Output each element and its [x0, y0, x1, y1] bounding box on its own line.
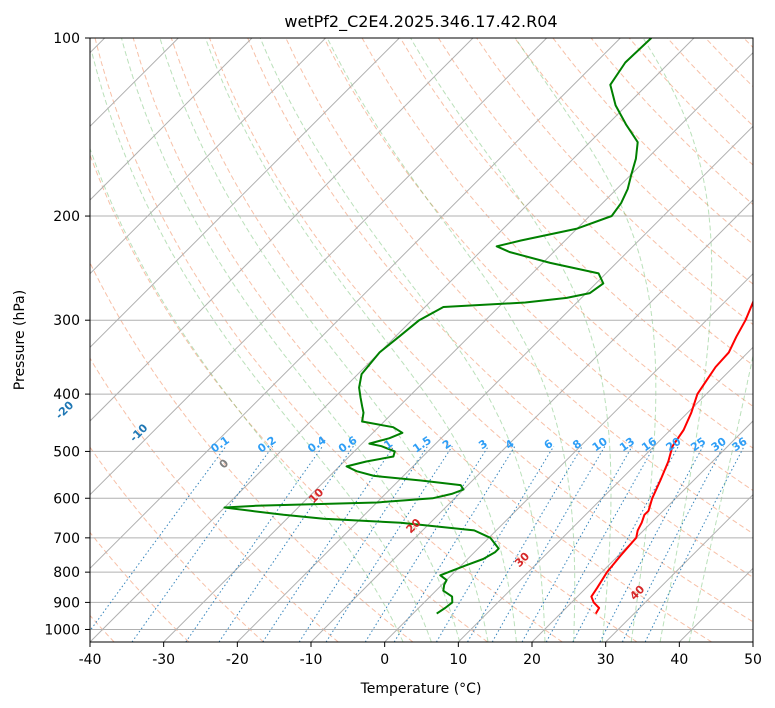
moist-adiabat — [688, 353, 753, 642]
mixing-ratio-line — [298, 445, 429, 642]
isotherm — [90, 38, 548, 496]
x-axis-label: Temperature (°C) — [360, 681, 482, 697]
isotherm — [90, 38, 695, 642]
moist-adiabat — [259, 38, 546, 642]
y-axis: 100 200 300 400 500 600 700 800 900 1000 — [44, 31, 90, 638]
mixing-ratio-line — [131, 445, 274, 642]
y-tick-label: 600 — [53, 491, 80, 507]
moist-adiabat — [514, 38, 657, 642]
y-tick-label: 700 — [53, 531, 80, 547]
isotherm — [90, 38, 400, 349]
plot-frame — [89, 37, 754, 643]
x-tick-label: -20 — [226, 652, 249, 668]
isotherm — [605, 493, 753, 642]
mixing-ratio-line — [185, 445, 324, 642]
x-tick-label: -40 — [79, 652, 102, 668]
moist-adiabat — [410, 38, 612, 642]
dry-adiabat — [94, 38, 563, 642]
mixing-ratio-line — [218, 445, 354, 642]
moist-adiabat — [642, 38, 713, 642]
dry-adiabat — [399, 38, 753, 408]
isotherm — [163, 51, 753, 642]
isotherm — [236, 125, 753, 642]
temperature-profile — [590, 299, 753, 615]
isotherm — [310, 199, 753, 642]
dry-adiabat — [90, 531, 190, 642]
y-axis-label: Pressure (hPa) — [12, 290, 28, 390]
dry-adiabat — [132, 38, 638, 642]
moist-adiabat — [91, 52, 432, 642]
background-lines — [90, 38, 753, 642]
x-tick-label: 50 — [744, 652, 762, 668]
dry-adiabat — [90, 153, 488, 642]
y-tick-label: 400 — [53, 387, 80, 403]
mixing-ratio-line — [621, 445, 724, 642]
mixing-ratio-line — [644, 445, 745, 642]
dry-adiabat — [323, 38, 753, 492]
x-axis: -40 -30 -20 -10 0 10 20 30 40 50 — [79, 642, 762, 668]
dry-adiabat — [90, 357, 339, 642]
dry-adiabat — [209, 38, 753, 623]
y-tick-label: 900 — [53, 595, 80, 611]
isotherm — [384, 272, 753, 642]
dry-adiabat — [514, 38, 753, 285]
isotherm — [90, 38, 327, 275]
x-tick-label: 0 — [380, 652, 389, 668]
isotherm — [90, 38, 253, 201]
mixing-ratio-line — [325, 445, 453, 642]
y-tick-label: 200 — [53, 209, 80, 225]
isotherm — [90, 38, 621, 570]
mixing-ratio-line — [393, 445, 516, 642]
x-tick-label: 10 — [449, 652, 467, 668]
y-tick-label: 500 — [53, 444, 80, 460]
x-tick-label: 20 — [523, 652, 541, 668]
moist-adiabat — [204, 38, 517, 642]
mixing-ratio-line — [262, 445, 395, 642]
chart-title: wetPf2_C2E4.2025.346.17.42.R04 — [284, 12, 557, 32]
moist-adiabat — [121, 38, 461, 642]
dry-adiabat — [437, 38, 753, 366]
y-tick-label: 300 — [53, 313, 80, 329]
moist-adiabat — [159, 38, 489, 642]
mixing-ratio-line — [435, 445, 555, 642]
dry-adiabat — [170, 38, 712, 642]
x-tick-label: 40 — [670, 652, 688, 668]
dewpoint-profile — [223, 38, 652, 615]
dry-adiabat — [247, 38, 753, 578]
x-tick-label: 30 — [597, 652, 615, 668]
mixing-ratio-line — [521, 445, 633, 642]
y-tick-label: 100 — [53, 31, 80, 47]
x-tick-label: -30 — [152, 652, 175, 668]
isotherm — [457, 346, 753, 642]
y-tick-label: 1000 — [44, 622, 80, 638]
profile-lines — [223, 38, 753, 615]
mixing-ratio-line — [545, 445, 655, 642]
y-tick-label: 800 — [53, 565, 80, 581]
x-tick-label: -10 — [300, 652, 323, 668]
isotherm — [90, 38, 474, 422]
mixing-ratio-line — [364, 445, 489, 642]
dry-adiabat — [90, 446, 264, 642]
moist-adiabat — [90, 147, 404, 642]
